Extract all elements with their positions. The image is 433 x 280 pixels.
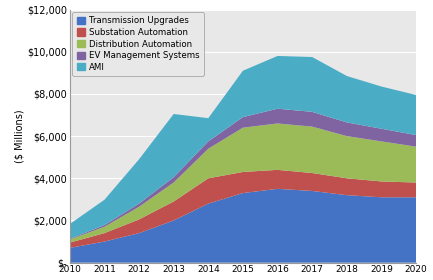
Y-axis label: ($ Millions): ($ Millions) <box>14 109 24 163</box>
Legend: Transmission Upgrades, Substation Automation, Distribution Automation, EV Manage: Transmission Upgrades, Substation Automa… <box>72 12 204 76</box>
